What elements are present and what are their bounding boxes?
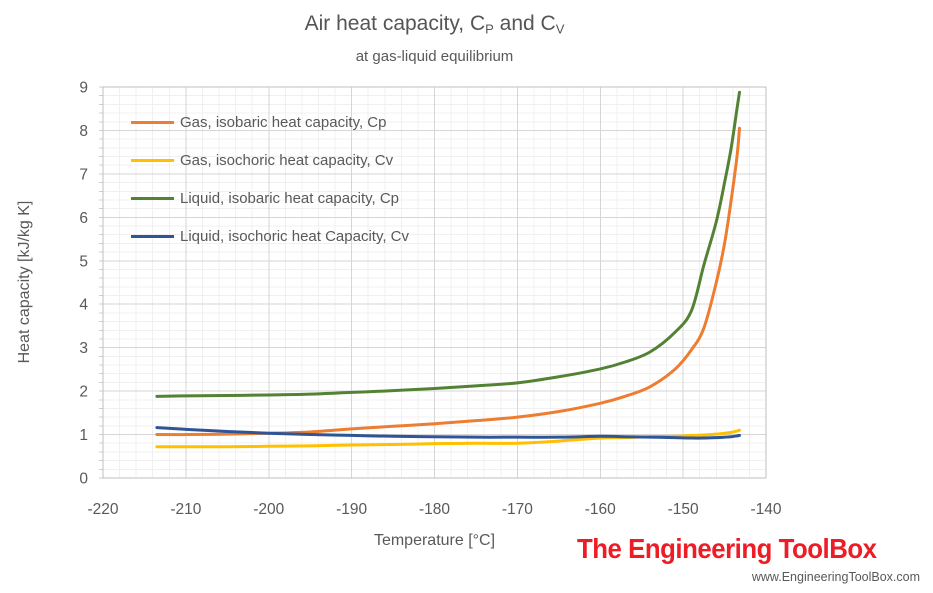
y-tick-label: 7 [79, 166, 88, 183]
chart-subtitle: at gas-liquid equilibrium [355, 48, 514, 65]
y-tick-label: 2 [79, 384, 88, 401]
x-tick-label: -140 [750, 501, 781, 518]
legend-item: Liquid, isochoric heat Capacity, Cv [131, 217, 409, 255]
legend-label: Liquid, isochoric heat Capacity, Cv [180, 227, 409, 245]
legend-label: Gas, isochoric heat capacity, Cv [180, 151, 394, 169]
x-tick-label: -200 [253, 501, 284, 518]
plot-border [102, 86, 767, 479]
x-tick-label: -190 [336, 501, 367, 518]
y-tick-label: 8 [79, 123, 88, 140]
y-tick-label: 9 [79, 80, 88, 97]
series-line-2 [155, 428, 741, 449]
legend-label: Gas, isobaric heat capacity, Cp [180, 113, 387, 131]
legend-line-swatch [131, 120, 174, 124]
y-tick-label: 3 [79, 340, 88, 357]
y-tick-label: 4 [79, 297, 88, 314]
legend-line-swatch [131, 158, 174, 162]
chart-title-text: Air heat capacity, C [304, 12, 486, 35]
legend-label: Liquid, isobaric heat capacity, Cp [180, 189, 400, 207]
legend-item: Liquid, isobaric heat capacity, Cp [131, 179, 409, 217]
y-tick-label: 1 [79, 427, 88, 444]
chart-title-subscript-v: V [555, 21, 565, 37]
x-tick-label: -160 [585, 501, 616, 518]
legend-line-swatch [131, 234, 174, 238]
legend-item: Gas, isobaric heat capacity, Cp [131, 103, 409, 141]
y-tick-label: 6 [79, 210, 88, 227]
y-axis-title: Heat capacity [kJ/kg K] [16, 200, 33, 364]
x-tick-label: -180 [419, 501, 450, 518]
chart-title-subscript-p: P [485, 21, 494, 37]
x-tick-label: -170 [502, 501, 533, 518]
chart-title-text-2: and C [493, 12, 556, 35]
legend-item: Gas, isochoric heat capacity, Cv [131, 141, 409, 179]
y-tick-label: 5 [79, 253, 88, 270]
y-tick-label: 0 [79, 471, 88, 488]
chart-title: Air heat capacity, CP and CV [103, 12, 766, 36]
legend-line-swatch [131, 196, 174, 200]
x-tick-label: -220 [87, 501, 118, 518]
legend: Gas, isobaric heat capacity, Cp Gas, isoc… [131, 103, 409, 255]
x-tick-label: -210 [170, 501, 201, 518]
x-tick-label: -150 [668, 501, 699, 518]
series-line-3 [155, 90, 741, 398]
engineering-toolbox-logo: The Engineering ToolBox [577, 533, 877, 564]
website-url: www.EngineeringToolBox.com [751, 570, 920, 584]
x-axis-title: Temperature [°C] [373, 532, 496, 549]
series-line-4 [155, 426, 741, 440]
